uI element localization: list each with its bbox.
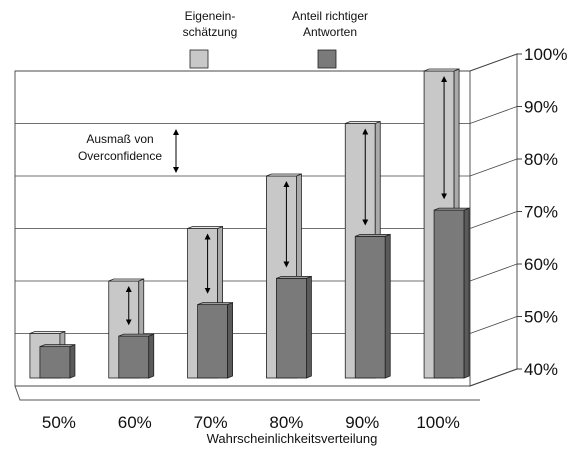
bar-eigeneinschaetzung-top (29, 331, 66, 334)
bar-eigeneinschaetzung-top (187, 226, 223, 229)
bar-richtige-antworten (197, 302, 233, 379)
bar-richtige-antworten-front (276, 277, 307, 379)
x-tick-label: 90% (345, 413, 379, 432)
bar-richtige-antworten (354, 233, 391, 379)
gridlines (15, 53, 518, 387)
annotation: Ausmaß von Overconfidence (78, 129, 179, 173)
bar-richtige-antworten (433, 207, 470, 379)
annotation-text: Ausmaß von (86, 132, 153, 146)
gridline (15, 106, 518, 124)
legend-swatch (189, 49, 209, 69)
bar-richtige-antworten (118, 333, 155, 379)
legend-label: Antworten (303, 25, 357, 39)
y-axis-ticks: 40% 50% 60% 70% 80% 90% 100% (517, 45, 567, 379)
bar-richtige-antworten-side (463, 207, 470, 379)
bar-richtige-antworten (276, 275, 312, 379)
y-tick-label: 60% (524, 255, 558, 274)
x-tick-label: 100% (416, 413, 459, 432)
bar-eigeneinschaetzung-top (345, 121, 381, 124)
gridline (15, 211, 518, 229)
bar-richtige-antworten-front (197, 304, 228, 379)
bar-richtige-antworten-top (118, 333, 154, 337)
bar-richtige-antworten-front (118, 335, 150, 379)
bar-richtige-antworten-top (355, 233, 391, 237)
y-tick-label: 90% (524, 98, 558, 117)
x-tick-label: 50% (42, 413, 76, 432)
gridline (15, 158, 518, 177)
gridline (15, 368, 518, 387)
bar-richtige-antworten (39, 344, 76, 379)
y-tick-label: 80% (524, 150, 558, 169)
legend-swatch (317, 49, 337, 69)
bar-eigeneinschaetzung-top (108, 278, 144, 282)
bar-richtige-antworten-front (433, 209, 465, 379)
bar-eigeneinschaetzung-top (423, 68, 460, 72)
overconfidence-arrows (125, 76, 448, 326)
annotation-text: Overconfidence (78, 149, 162, 163)
bar-richtige-antworten-top (276, 275, 312, 279)
bar-richtige-antworten-side (69, 344, 76, 379)
gridline (15, 263, 518, 282)
y-tick-label: 100% (524, 45, 567, 64)
bar-richtige-antworten-top (197, 302, 233, 306)
y-tick-label: 40% (524, 360, 558, 379)
bar-eigeneinschaetzung-top (266, 173, 302, 177)
bars (29, 68, 470, 379)
legend-label: Anteil richtiger (292, 9, 368, 23)
legend: Eigenein-schätzung Anteil richtiger Antwor… (183, 9, 368, 69)
legend-label: Eigenein- (185, 9, 236, 23)
y-tick-label: 70% (524, 203, 558, 222)
legend-label: schätzung (183, 25, 238, 39)
gridline (15, 316, 518, 334)
bar-richtige-antworten-side (306, 275, 312, 379)
bar-richtige-antworten-front (354, 235, 386, 379)
x-tick-label: 70% (194, 413, 228, 432)
gridline (15, 53, 518, 72)
x-tick-label: 60% (118, 413, 152, 432)
y-tick-label: 50% (524, 308, 558, 327)
bar-richtige-antworten-side (148, 333, 155, 379)
x-axis-label: Wahrscheinlichkeitsverteilung (207, 431, 378, 446)
bar-richtige-antworten-top (39, 344, 76, 348)
bar-richtige-antworten-front (39, 346, 71, 379)
bar-richtige-antworten-top (433, 207, 470, 211)
x-axis-ticks: 50% 60% 70% 80% 90% 100% (42, 413, 460, 432)
bar-richtige-antworten-side (384, 233, 391, 379)
x-tick-label: 80% (269, 413, 303, 432)
bar-richtige-antworten-side (227, 302, 233, 379)
